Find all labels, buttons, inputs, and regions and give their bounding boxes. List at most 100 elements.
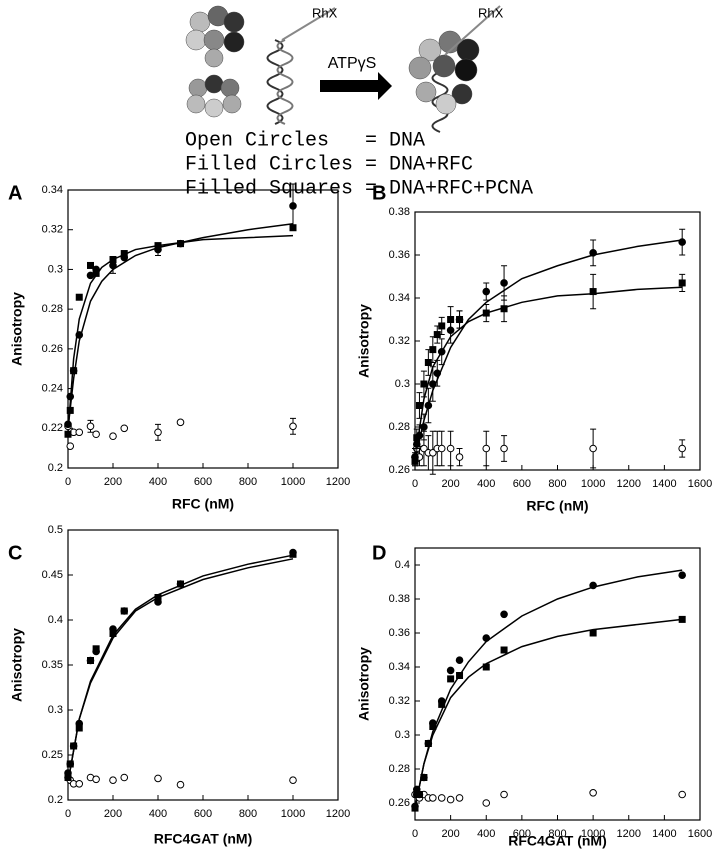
x-tick-label: 1600 bbox=[688, 828, 712, 840]
y-tick-label: 0.28 bbox=[389, 763, 410, 775]
point bbox=[120, 424, 129, 433]
x-tick-label: 1000 bbox=[281, 808, 305, 820]
x-tick-label: 1200 bbox=[617, 828, 641, 840]
x-axis-label: RFC (nM) bbox=[172, 496, 234, 512]
y-tick-label: 0.3 bbox=[395, 729, 410, 741]
point bbox=[120, 773, 129, 782]
x-tick-label: 1000 bbox=[281, 476, 305, 488]
point bbox=[589, 629, 597, 637]
point bbox=[75, 724, 83, 732]
point bbox=[289, 550, 297, 558]
point bbox=[437, 347, 446, 356]
x-tick-label: 800 bbox=[239, 808, 257, 820]
y-tick-label: 0.5 bbox=[48, 524, 63, 536]
point bbox=[92, 775, 100, 784]
y-axis-label: Anisotropy bbox=[356, 647, 372, 721]
point bbox=[420, 774, 428, 781]
point bbox=[109, 630, 117, 637]
point bbox=[87, 261, 94, 269]
point bbox=[482, 309, 490, 317]
point bbox=[438, 322, 446, 330]
x-tick-label: 400 bbox=[149, 808, 167, 820]
y-tick-label: 0.26 bbox=[389, 464, 410, 476]
point bbox=[589, 249, 597, 257]
x-axis-label: RFC (nM) bbox=[526, 498, 588, 514]
fit-curve bbox=[67, 223, 294, 429]
protein-complex bbox=[408, 30, 480, 115]
point bbox=[413, 434, 421, 442]
point bbox=[66, 406, 74, 414]
dna-helix bbox=[266, 39, 284, 125]
point bbox=[289, 202, 297, 210]
point bbox=[429, 449, 437, 457]
x-tick-label: 200 bbox=[441, 828, 459, 840]
point bbox=[420, 423, 428, 431]
y-tick-label: 0.34 bbox=[389, 661, 410, 673]
point bbox=[75, 428, 84, 437]
x-tick-label: 1600 bbox=[688, 478, 712, 490]
point bbox=[154, 428, 162, 437]
point bbox=[109, 432, 117, 441]
x-tick-label: 0 bbox=[412, 828, 418, 840]
legend-line: Open Circles = DNA bbox=[185, 129, 425, 152]
fit-curve bbox=[414, 569, 683, 809]
y-axis-label: Anisotropy bbox=[9, 628, 25, 702]
x-tick-label: 1200 bbox=[617, 478, 641, 490]
point bbox=[589, 288, 597, 296]
point bbox=[447, 675, 455, 683]
point bbox=[446, 795, 455, 804]
point bbox=[678, 615, 686, 623]
x-tick-label: 200 bbox=[104, 476, 122, 488]
point bbox=[678, 444, 686, 453]
point bbox=[415, 791, 423, 798]
point bbox=[64, 430, 72, 438]
point bbox=[109, 261, 117, 270]
x-tick-label: 600 bbox=[513, 478, 531, 490]
x-tick-label: 0 bbox=[65, 476, 71, 488]
point bbox=[177, 240, 184, 248]
point bbox=[120, 250, 128, 258]
panel: C RFC4GAT (nM) Anisotropy 0 200 400 600 800 1000… bbox=[8, 524, 350, 847]
point bbox=[64, 420, 72, 429]
y-tick-label: 0.45 bbox=[42, 569, 63, 581]
y-tick-label: 0.28 bbox=[42, 303, 63, 315]
point bbox=[589, 444, 597, 453]
panel-label: D bbox=[372, 542, 386, 564]
point bbox=[289, 422, 297, 431]
point bbox=[120, 607, 128, 615]
point bbox=[86, 422, 95, 431]
panel-label: B bbox=[372, 182, 386, 204]
legend-line: Filled Squares = DNA+RFC+PCNA bbox=[185, 177, 533, 200]
point bbox=[482, 799, 491, 807]
panel-label: A bbox=[8, 182, 22, 204]
point bbox=[424, 740, 432, 747]
y-tick-label: 0.32 bbox=[389, 335, 410, 347]
point bbox=[456, 316, 464, 323]
point bbox=[500, 444, 508, 453]
point bbox=[589, 789, 597, 797]
point bbox=[433, 369, 442, 378]
panel: D RFC4GAT (nM) Anisotropy 0 200 400 600 800 1000… bbox=[356, 542, 712, 848]
point bbox=[109, 776, 117, 785]
panel: A RFC (nM) Anisotropy 0 200 400 600 800 1000 1200… bbox=[8, 182, 350, 511]
x-tick-label: 1200 bbox=[326, 808, 350, 820]
x-tick-label: 1000 bbox=[581, 478, 605, 490]
x-tick-label: 0 bbox=[65, 808, 71, 820]
y-tick-label: 0.36 bbox=[389, 249, 410, 261]
plot-frame bbox=[67, 189, 339, 469]
fit-curve bbox=[414, 286, 683, 460]
x-axis-label: RFC4GAT (nM) bbox=[154, 831, 253, 847]
y-axis-label: Anisotropy bbox=[356, 304, 372, 378]
y-tick-label: 0.38 bbox=[389, 593, 410, 605]
point bbox=[500, 305, 508, 313]
point bbox=[420, 380, 428, 388]
point bbox=[437, 794, 446, 802]
point bbox=[678, 571, 686, 580]
dye-linker bbox=[444, 5, 501, 56]
y-tick-label: 0.25 bbox=[42, 749, 63, 761]
y-tick-label: 0.3 bbox=[48, 704, 63, 716]
point bbox=[482, 634, 491, 642]
point bbox=[446, 666, 455, 675]
point bbox=[411, 804, 419, 812]
